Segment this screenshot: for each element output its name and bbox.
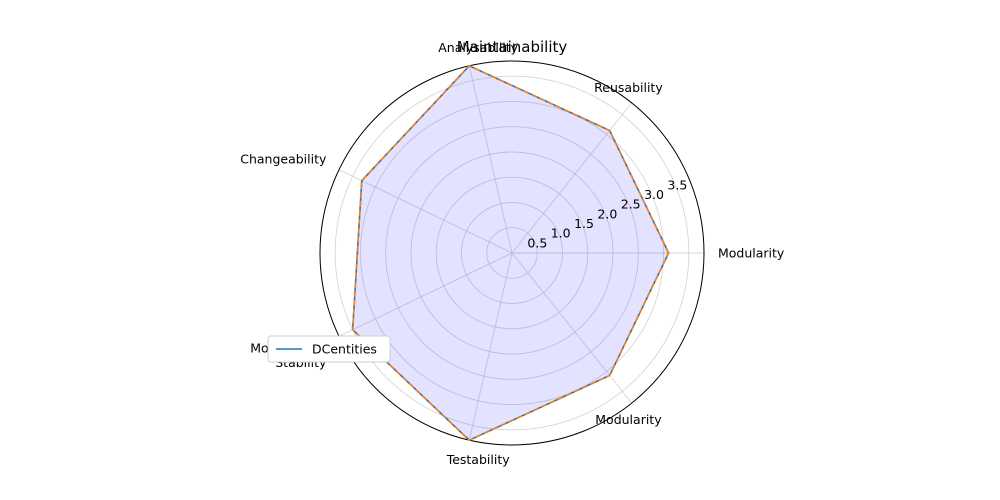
legend-label: DCentities [312,342,377,357]
radial-ticks: 0.5 1.01.52.0 2.53.03.5 [527,177,687,250]
category-label: Modularity [595,412,662,427]
chart-title: Maintainability [457,38,568,56]
legend: DCentities [267,335,391,363]
category-label: Analysability [438,40,518,55]
grid [319,60,705,446]
grid-spoke [338,252,513,337]
category-label: Reusability [594,80,663,95]
radial-tick-label: 3.5 [667,177,687,192]
radial-tick-label: 3.0 [644,187,664,202]
radial-tick-label: 1.0 [551,226,571,241]
grid-spoke [511,252,633,404]
outer-frame [319,60,705,446]
radial-tick-label: 1.5 [574,216,594,231]
radial-tick-label: 2.0 [597,206,617,221]
grid-spoke [468,252,513,441]
series-layer [351,65,670,441]
radial-tick-label: 2.5 [621,197,641,212]
series-fill [352,65,669,441]
category-label: Modularity [718,246,785,261]
category-label: Changeability [240,152,327,167]
legend-box [267,335,391,363]
grid-spoke [511,102,633,254]
fill-layer [352,65,669,441]
grid-spoke [338,169,513,254]
radial-tick-label: 0.5 [527,235,547,250]
series-line-1 [351,65,670,441]
grid-spoke [468,65,513,254]
category-label: Testability [446,452,511,467]
